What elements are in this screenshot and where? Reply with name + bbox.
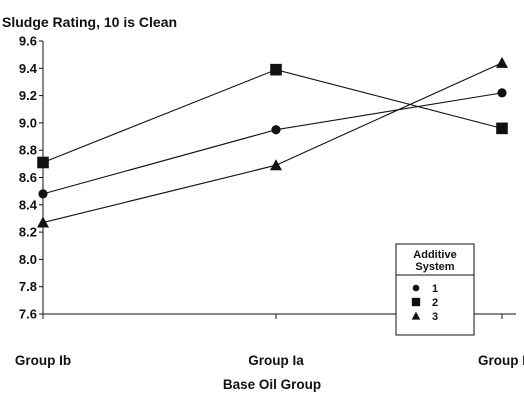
data-point-series-3-group-ib xyxy=(37,216,49,228)
x-axis-label: Base Oil Group xyxy=(223,377,321,392)
data-point-series-2-group-ib xyxy=(37,156,49,169)
data-point-series-3-group-ia xyxy=(270,159,282,171)
legend-marker-1 xyxy=(412,284,420,292)
y-tick-label: 8.4 xyxy=(19,197,38,212)
data-point-series-1-group-ia xyxy=(271,125,281,135)
data-point-series-2-group-ia xyxy=(270,63,282,76)
series-lines xyxy=(42,62,503,224)
x-category-label: Group I xyxy=(478,353,524,368)
legend-label-1: 1 xyxy=(432,283,438,295)
legend-label-3: 3 xyxy=(432,311,438,323)
x-category-label: Group Ib xyxy=(15,353,71,368)
legend: Additive System 1 2 3 xyxy=(395,243,475,336)
y-tick-label: 8.8 xyxy=(19,143,37,158)
series-line-1 xyxy=(42,92,503,195)
series-markers xyxy=(37,56,508,228)
y-tick-label: 9.0 xyxy=(19,115,37,130)
y-tick-label: 7.6 xyxy=(19,307,37,322)
legend-marker-2 xyxy=(411,297,421,307)
data-point-series-1-group-ib xyxy=(38,189,48,199)
y-tick-label: 8.2 xyxy=(19,225,37,240)
x-ticks: Group Ib Group Ia Group I xyxy=(15,314,524,368)
y-ticks: 9.6 9.4 9.2 9.0 8.8 8.6 8.4 8.2 8.0 7.8 7.6 xyxy=(19,34,43,322)
y-tick-label: 9.2 xyxy=(19,88,37,103)
legend-title-line2: System xyxy=(415,261,454,273)
y-tick-label: 7.8 xyxy=(19,279,37,294)
legend-marker-3 xyxy=(411,311,421,320)
legend-title-line1: Additive xyxy=(413,249,456,261)
y-tick-label: 8.6 xyxy=(19,170,37,185)
series-line-3 xyxy=(42,62,503,224)
legend-items: 1 2 3 xyxy=(411,283,438,323)
data-point-series-2-group-i xyxy=(496,122,508,135)
series-line-2 xyxy=(42,69,503,163)
x-category-label: Group Ia xyxy=(248,353,304,368)
y-tick-label: 9.4 xyxy=(19,61,38,76)
legend-label-2: 2 xyxy=(432,297,438,309)
chart-title: Sludge Rating, 10 is Clean xyxy=(2,14,177,30)
y-tick-label: 9.6 xyxy=(19,34,37,49)
legend-box xyxy=(395,243,475,336)
data-point-series-3-group-i xyxy=(496,56,508,68)
y-tick-label: 8.0 xyxy=(19,252,37,267)
data-point-series-1-group-i xyxy=(497,88,507,98)
